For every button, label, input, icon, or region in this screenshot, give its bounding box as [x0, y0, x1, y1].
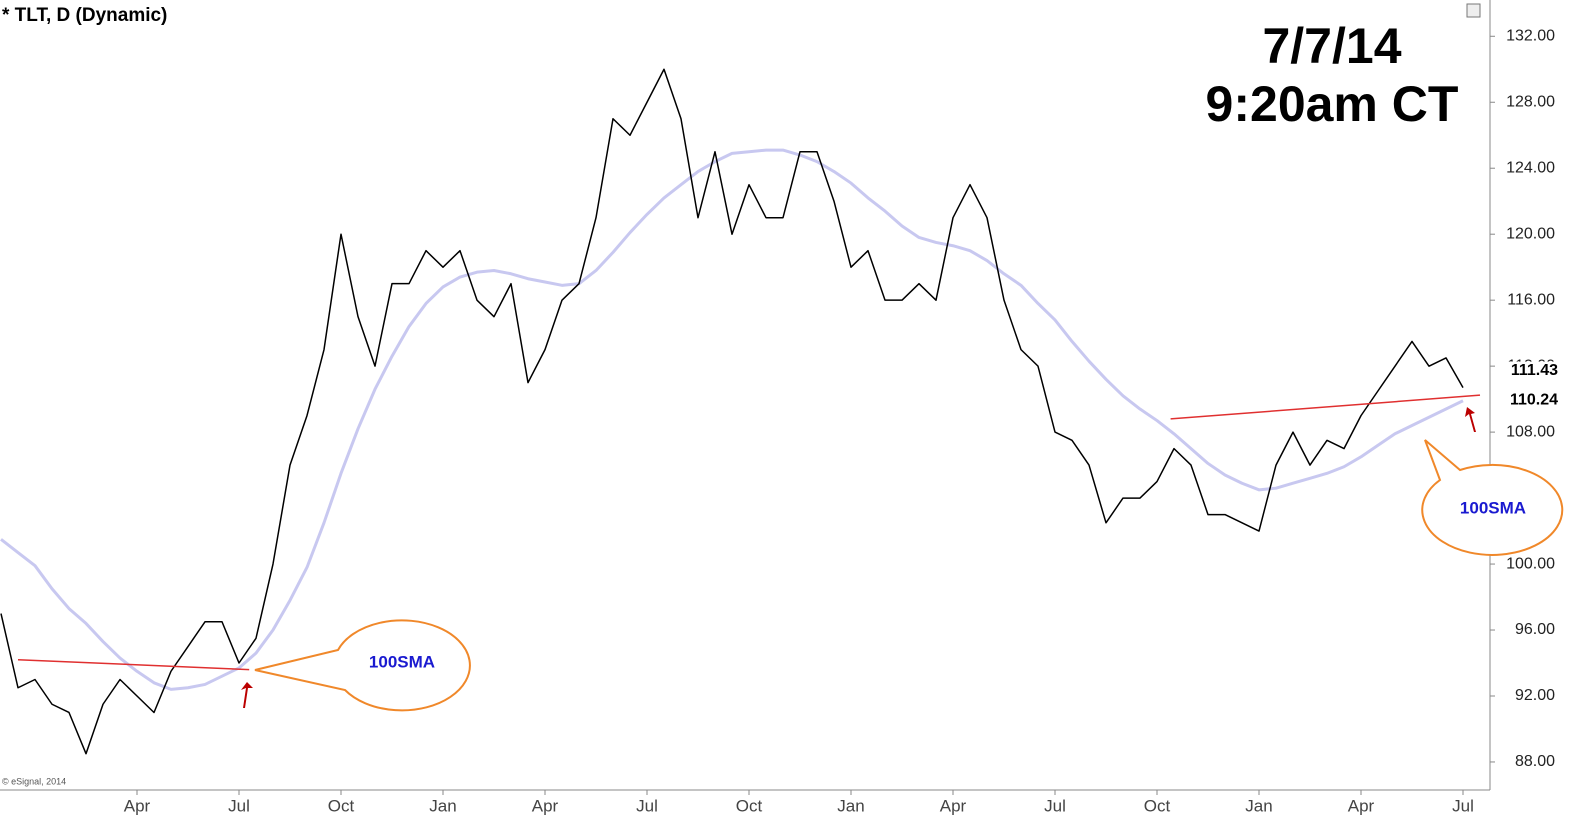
time-annotation: 9:20am CT	[1206, 76, 1459, 132]
y-tick-label: 128.00	[1506, 93, 1555, 110]
price-line	[0, 68, 1464, 755]
sma-line	[0, 148, 1464, 691]
chart-title: * TLT, D (Dynamic)	[2, 5, 167, 26]
x-tick-label: Oct	[328, 796, 355, 815]
y-tick-label: 132.00	[1506, 28, 1555, 45]
x-tick-label: Jul	[636, 796, 658, 815]
arrow	[241, 682, 253, 708]
callout-bubble	[1421, 439, 1564, 556]
x-tick-label: Jan	[429, 796, 456, 815]
y-tick-label: 100.00	[1506, 555, 1555, 572]
callout-bubble	[254, 619, 471, 712]
x-tick-label: Apr	[940, 796, 967, 815]
y-tick-label: 88.00	[1515, 753, 1555, 770]
date-annotation: 7/7/14	[1262, 18, 1401, 74]
x-tick-label: Jan	[1245, 796, 1272, 815]
price-label-box	[1495, 361, 1565, 380]
copyright: © eSignal, 2014	[2, 776, 66, 786]
y-tick-label: 96.00	[1515, 621, 1555, 638]
arrow	[1465, 407, 1476, 432]
y-tick-label: 92.00	[1515, 687, 1555, 704]
x-tick-label: Apr	[1348, 796, 1375, 815]
x-tick-label: Jul	[1452, 796, 1474, 815]
callout-label: 100SMA	[1460, 498, 1526, 517]
trendline	[1170, 394, 1481, 420]
trendline	[17, 658, 250, 671]
y-tick-label: 120.00	[1506, 225, 1555, 242]
price-label-box	[1495, 391, 1565, 410]
window-button[interactable]	[1466, 3, 1481, 18]
x-tick-label: Jan	[837, 796, 864, 815]
price-label: 110.24	[1510, 391, 1558, 408]
callout-label: 100SMA	[369, 652, 435, 671]
x-tick-label: Jul	[228, 796, 250, 815]
x-tick-label: Apr	[532, 796, 559, 815]
price-label: 111.43	[1511, 362, 1558, 379]
x-tick-label: Apr	[124, 796, 151, 815]
y-tick-label: 116.00	[1507, 291, 1555, 308]
x-tick-label: Oct	[1144, 796, 1171, 815]
x-tick-label: Oct	[736, 796, 763, 815]
x-tick-label: Jul	[1044, 796, 1066, 815]
y-tick-label: 124.00	[1506, 159, 1555, 176]
y-tick-label: 108.00	[1506, 423, 1555, 440]
